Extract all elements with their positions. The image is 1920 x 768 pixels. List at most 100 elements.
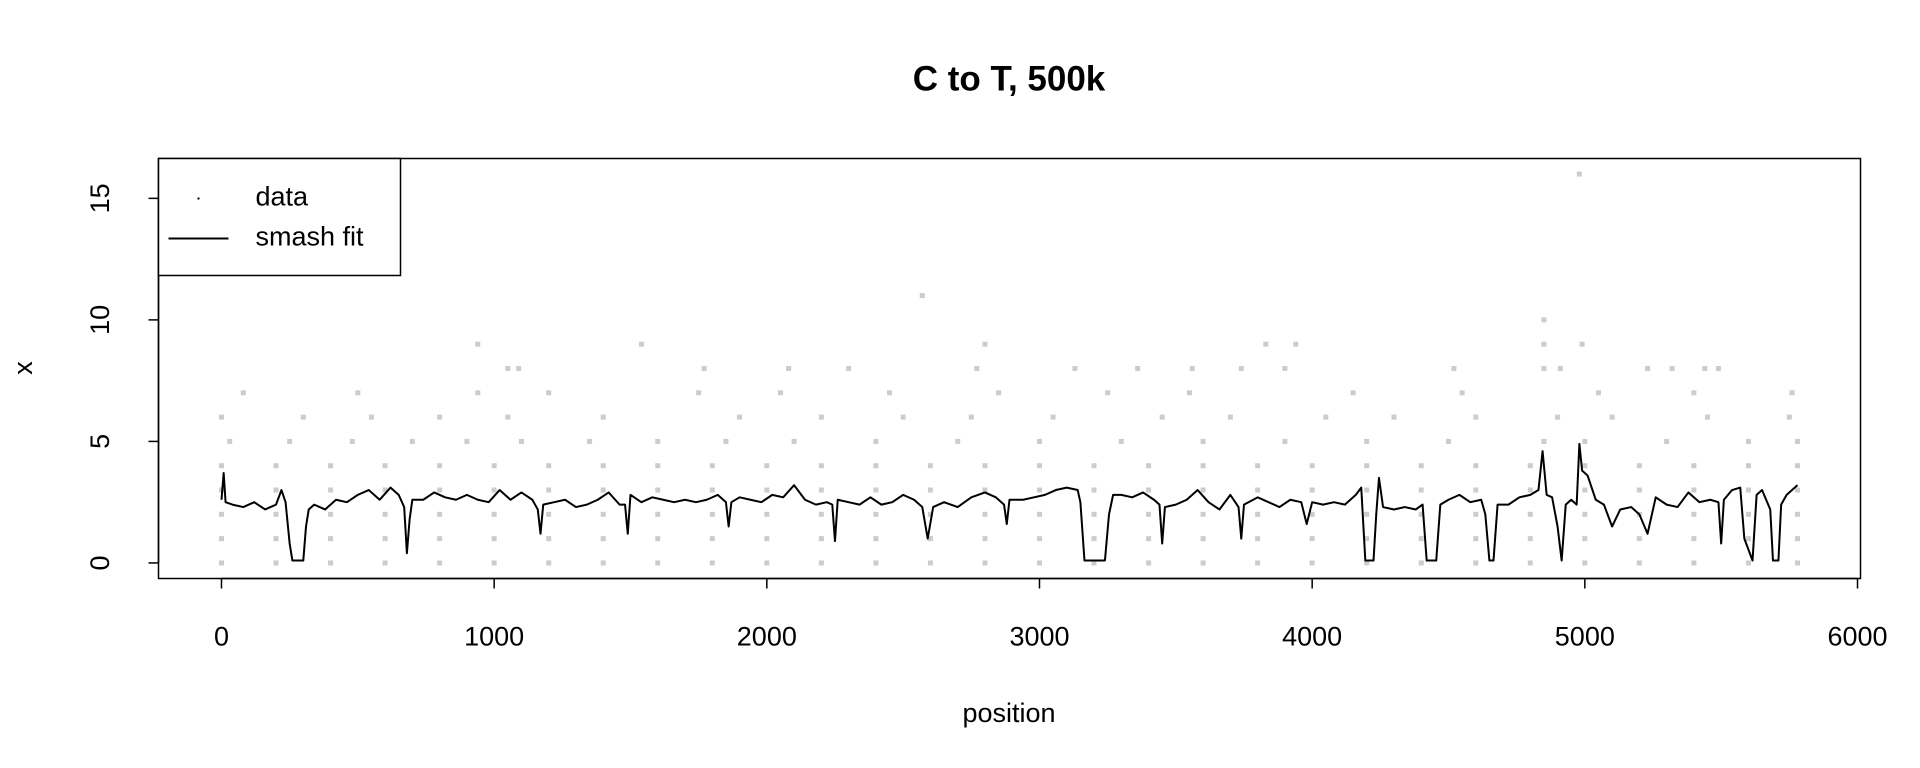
data-point [328, 511, 334, 517]
data-point [1702, 366, 1708, 371]
data-point [1445, 438, 1451, 444]
data-point [1715, 366, 1721, 371]
data-point [1745, 438, 1751, 444]
data-point [1473, 536, 1479, 542]
data-point [218, 511, 224, 517]
data-point [1146, 487, 1152, 493]
data-point [1135, 366, 1141, 371]
data-point [218, 414, 224, 420]
data-point [437, 463, 443, 469]
data-point [1636, 536, 1642, 542]
data-point [1418, 463, 1424, 469]
data-point [546, 560, 552, 566]
data-point [491, 511, 497, 517]
data-point [1451, 366, 1457, 371]
data-point [300, 414, 306, 420]
data-point [1795, 487, 1801, 493]
data-point [982, 341, 988, 347]
data-point [887, 390, 893, 396]
data-point [873, 511, 879, 517]
data-point [955, 438, 961, 444]
data-point [846, 366, 852, 371]
data-point [982, 463, 988, 469]
data-point [1200, 511, 1206, 517]
data-point [1364, 463, 1370, 469]
data-point [1609, 414, 1615, 420]
data-point [516, 366, 522, 371]
data-point [638, 341, 644, 347]
data-point [1541, 366, 1547, 371]
data-point [1745, 487, 1751, 493]
data-point [655, 560, 661, 566]
data-point [218, 463, 224, 469]
data-point [709, 560, 715, 566]
data-point [1364, 511, 1370, 517]
data-point [328, 487, 334, 493]
data-point [655, 511, 661, 517]
data-point [464, 438, 470, 444]
data-point [1473, 414, 1479, 420]
data-point [709, 463, 715, 469]
data-point [437, 511, 443, 517]
data-point [982, 511, 988, 517]
data-point [1364, 560, 1370, 566]
data-point [974, 366, 980, 371]
data-point [982, 560, 988, 566]
data-point [927, 511, 933, 517]
data-point [1105, 390, 1111, 396]
data-point [491, 536, 497, 542]
data-point [491, 560, 497, 566]
data-point [1309, 487, 1315, 493]
data-point [1255, 463, 1261, 469]
data-point [505, 366, 511, 371]
data-point [1350, 390, 1356, 396]
data-point [1072, 366, 1078, 371]
y-tick-label: 10 [85, 305, 115, 335]
data-point [764, 511, 770, 517]
data-point [764, 536, 770, 542]
data-point [1473, 487, 1479, 493]
data-point [273, 463, 279, 469]
data-point [475, 341, 481, 347]
data-point [600, 511, 606, 517]
data-point [382, 511, 388, 517]
y-tick-label: 0 [85, 555, 115, 570]
data-point [927, 560, 933, 566]
data-point [437, 536, 443, 542]
data-point [600, 560, 606, 566]
x-axis-label: position [962, 698, 1055, 728]
data-point [982, 487, 988, 493]
fit-line [220, 442, 1799, 562]
data-point [1418, 536, 1424, 542]
data-point [873, 463, 879, 469]
data-point [600, 536, 606, 542]
data-point [1323, 414, 1329, 420]
data-point [227, 438, 233, 444]
data-point [1795, 463, 1801, 469]
data-point [437, 414, 443, 420]
data-point [1691, 390, 1697, 396]
data-point [218, 560, 224, 566]
data-point [1691, 511, 1697, 517]
data-point [1189, 366, 1195, 371]
data-point [1364, 536, 1370, 542]
x-tick-label: 3000 [1009, 622, 1069, 652]
data-point [1595, 390, 1601, 396]
x-tick-label: 4000 [1282, 622, 1342, 652]
data-point [491, 463, 497, 469]
data-point [546, 511, 552, 517]
data-point [1036, 511, 1042, 517]
data-point [328, 463, 334, 469]
data-point [1664, 438, 1670, 444]
x-tick-label: 1000 [464, 622, 524, 652]
x-tick-label: 0 [214, 622, 229, 652]
data-point [1691, 536, 1697, 542]
data-point [1527, 536, 1533, 542]
data-point [1582, 560, 1588, 566]
data-point [409, 438, 415, 444]
data-point [1555, 414, 1561, 420]
data-point [1541, 317, 1547, 323]
chart-title: C to T, 500k [913, 59, 1106, 98]
data-point [818, 560, 824, 566]
